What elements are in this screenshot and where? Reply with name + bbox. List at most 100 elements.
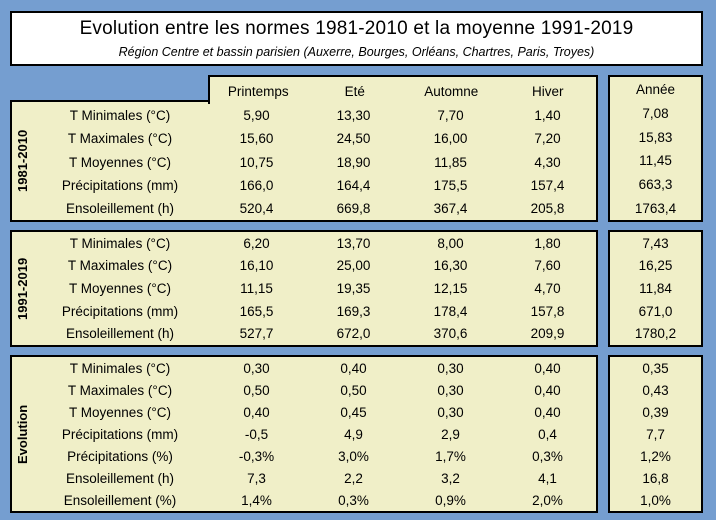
value-cell: 1,80 <box>534 235 561 251</box>
year-value-cell: 663,3 <box>638 177 673 193</box>
value-cell: 24,50 <box>336 131 371 147</box>
value-cell: 205,8 <box>530 200 565 216</box>
year-column-box-1981-2010: Année 7,08 15,83 11,45 663,3 1763,4 <box>608 75 703 222</box>
value-cell: 7,20 <box>534 131 561 147</box>
value-cell: 13,70 <box>336 235 371 251</box>
value-cell: 165,5 <box>239 303 274 319</box>
value-cell: 15,60 <box>239 131 274 147</box>
year-column-box-1991-2019: 7,43 16,25 11,84 671,0 1780,2 <box>608 230 703 347</box>
table-row: T Maximales (°C) 15,60 24,50 16,00 7,20 <box>12 127 596 150</box>
table-row: Précipitations (mm) 166,0 164,4 175,5 157,4 <box>12 174 596 197</box>
value-cell: 527,7 <box>239 326 274 342</box>
value-cell: 18,90 <box>336 154 371 170</box>
value-cell: 11,85 <box>434 154 467 170</box>
year-value-cell: 0,39 <box>642 404 669 420</box>
year-value-cell: 7,7 <box>646 426 665 442</box>
value-cell: -0,3% <box>238 448 275 464</box>
table-row: T Minimales (°C) 5,90 13,30 7,70 1,40 <box>12 104 596 127</box>
period-block-1991-2019: 1991-2019 T Minimales (°C) 6,20 13,70 8,00 1… <box>10 230 598 347</box>
value-cell: 370,6 <box>433 326 468 342</box>
value-cell: 209,9 <box>530 326 565 342</box>
value-cell: 13,30 <box>336 108 371 124</box>
value-cell: 4,9 <box>344 426 363 442</box>
season-header-ete: Eté <box>344 83 365 99</box>
table-row: Ensoleillement (%) 1,4% 0,3% 0,9% 2,0% <box>12 489 596 511</box>
row-label: T Minimales (°C) <box>69 360 171 376</box>
row-label: Ensoleillement (h) <box>65 326 175 342</box>
year-value-cell: 16,25 <box>638 258 673 274</box>
title-box: Evolution entre les normes 1981-2010 et … <box>10 11 703 66</box>
value-cell: 10,75 <box>239 154 274 170</box>
year-value-cell: 671,0 <box>638 303 673 319</box>
value-cell: 7,60 <box>534 258 561 274</box>
year-value-cell: 1780,2 <box>634 326 677 342</box>
value-cell: 2,9 <box>441 426 460 442</box>
year-value-cell: 1,2% <box>640 448 671 464</box>
value-cell: 157,8 <box>530 303 565 319</box>
value-cell: 164,4 <box>336 177 371 193</box>
group-vertical-label: 1991-2019 <box>15 257 30 320</box>
value-cell: 2,0% <box>532 492 563 508</box>
year-value-cell: 1763,4 <box>634 200 677 216</box>
period-block-1981-2010: 1981-2010 T Minimales (°C) 5,90 13,30 7,70 1… <box>10 100 598 222</box>
value-cell: 0,3% <box>532 448 563 464</box>
year-value-cell: 0,43 <box>642 382 669 398</box>
row-label: T Moyennes (°C) <box>69 154 171 170</box>
table-row: Précipitations (mm) 165,5 169,3 178,4 157,8 <box>12 300 596 323</box>
value-cell: 19,35 <box>336 280 371 296</box>
value-cell: 178,4 <box>433 303 468 319</box>
season-header-row: Printemps Eté Automne Hiver <box>208 75 598 104</box>
value-cell: 8,00 <box>437 235 464 251</box>
year-value-cell: 7,43 <box>642 235 669 251</box>
table-row: T Minimales (°C) 0,30 0,40 0,30 0,40 <box>12 357 596 379</box>
value-cell: 157,4 <box>530 177 565 193</box>
value-cell: 11,15 <box>240 280 273 296</box>
value-cell: 0,30 <box>437 360 464 376</box>
value-cell: 669,8 <box>336 200 371 216</box>
value-cell: 0,9% <box>435 492 466 508</box>
value-cell: 1,7% <box>435 448 466 464</box>
value-cell: -0,5 <box>244 426 269 442</box>
row-label: Ensoleillement (h) <box>65 200 175 216</box>
row-label: T Maximales (°C) <box>67 382 173 398</box>
row-label: Précipitations (mm) <box>61 177 179 193</box>
table-row: Ensoleillement (h) 527,7 672,0 370,6 209,9 <box>12 322 596 345</box>
row-label: T Moyennes (°C) <box>69 280 171 296</box>
value-cell: 0,4 <box>538 426 557 442</box>
value-cell: 166,0 <box>239 177 274 193</box>
row-label: T Maximales (°C) <box>67 131 173 147</box>
value-cell: 3,0% <box>338 448 369 464</box>
value-cell: 12,15 <box>433 280 468 296</box>
row-label: T Moyennes (°C) <box>69 404 171 420</box>
value-cell: 5,90 <box>243 108 270 124</box>
value-cell: 0,30 <box>437 404 464 420</box>
table-row: T Moyennes (°C) 0,40 0,45 0,30 0,40 <box>12 401 596 423</box>
row-label: T Minimales (°C) <box>69 108 171 124</box>
table-row: T Maximales (°C) 0,50 0,50 0,30 0,40 <box>12 379 596 401</box>
value-cell: 0,40 <box>534 360 561 376</box>
value-cell: 16,00 <box>433 131 468 147</box>
season-header-automne: Automne <box>424 83 479 99</box>
value-cell: 16,30 <box>433 258 468 274</box>
value-cell: 175,5 <box>433 177 468 193</box>
value-cell: 0,40 <box>534 404 561 420</box>
value-cell: 0,40 <box>534 382 561 398</box>
value-cell: 0,40 <box>340 360 367 376</box>
table-row: T Moyennes (°C) 11,15 19,35 12,15 4,70 <box>12 277 596 300</box>
value-cell: 0,45 <box>340 404 367 420</box>
evolution-block: Evolution T Minimales (°C) 0,30 0,40 0,30 0,… <box>10 355 598 513</box>
value-cell: 169,3 <box>336 303 371 319</box>
value-cell: 4,70 <box>534 280 561 296</box>
value-cell: 0,50 <box>340 382 367 398</box>
season-header-hiver: Hiver <box>531 83 564 99</box>
year-value-cell: 7,08 <box>642 106 669 122</box>
value-cell: 520,4 <box>239 200 274 216</box>
page-title: Evolution entre les normes 1981-2010 et … <box>79 18 634 39</box>
value-cell: 6,20 <box>243 235 270 251</box>
row-label: Précipitations (mm) <box>61 426 179 442</box>
value-cell: 4,30 <box>534 154 561 170</box>
value-cell: 0,30 <box>243 360 270 376</box>
row-label: T Maximales (°C) <box>67 258 173 274</box>
year-value-cell: 15,83 <box>638 129 673 145</box>
value-cell: 367,4 <box>433 200 468 216</box>
